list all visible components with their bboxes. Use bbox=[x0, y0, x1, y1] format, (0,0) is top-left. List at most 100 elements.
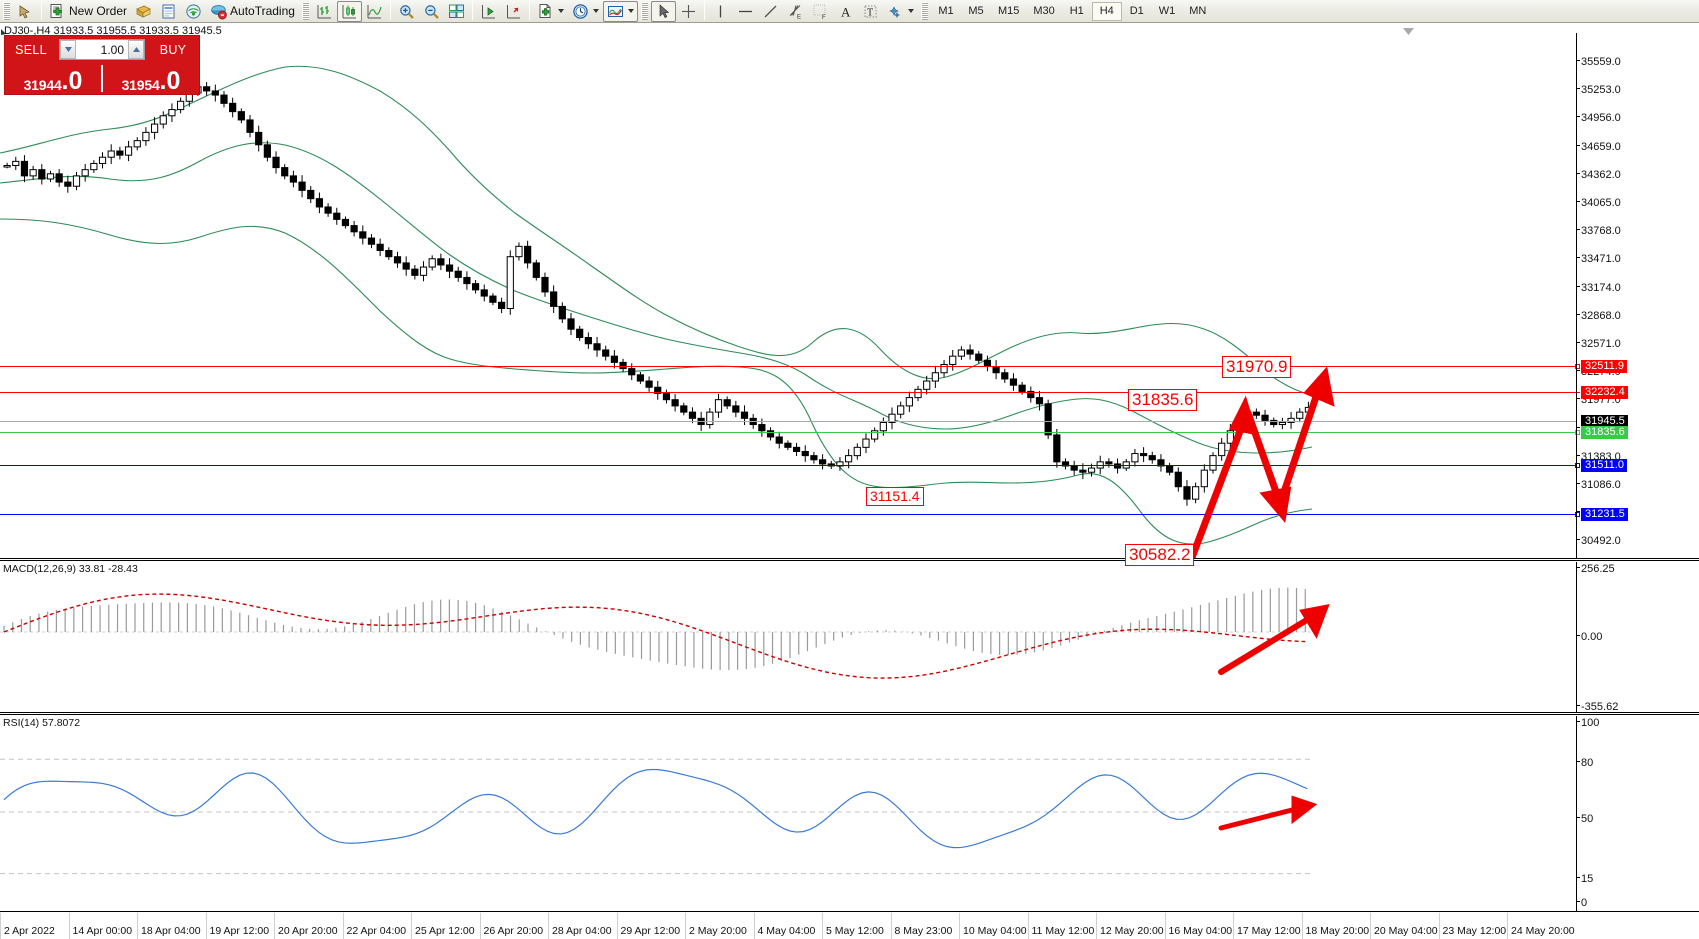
crosshair-tool-button[interactable] bbox=[676, 1, 701, 22]
horizontal-line-tool-button[interactable] bbox=[733, 1, 758, 22]
metaeditor-button[interactable] bbox=[131, 1, 156, 22]
toolbar-separator-2 bbox=[389, 2, 391, 20]
annotation-31970[interactable]: 31970.9 bbox=[1222, 356, 1292, 378]
sell-button[interactable]: SELL bbox=[15, 42, 47, 57]
volume-value[interactable]: 1.00 bbox=[100, 42, 124, 57]
price-tick: 31383.0 bbox=[1576, 451, 1699, 462]
crosshair-icon bbox=[681, 4, 695, 18]
time-tick: 4 May 04:00 bbox=[757, 925, 816, 937]
rsi-tick: 15 bbox=[1576, 874, 1593, 885]
time-gridline bbox=[548, 913, 549, 939]
toolbar-grip-3[interactable] bbox=[640, 2, 648, 20]
time-tick: 22 Apr 04:00 bbox=[346, 925, 407, 937]
text-label-tool-button[interactable]: T bbox=[858, 1, 883, 22]
arrows-tool-button[interactable] bbox=[883, 1, 918, 22]
price-plot[interactable] bbox=[0, 33, 1699, 558]
pane-separator-rsi[interactable] bbox=[0, 712, 1699, 715]
time-gridline bbox=[1164, 913, 1166, 939]
volume-input-group[interactable]: 1.00 bbox=[59, 39, 145, 60]
toolbar-grip-2[interactable] bbox=[301, 2, 309, 20]
pane-separator-macd[interactable] bbox=[0, 558, 1699, 561]
price-level-label-31835-6[interactable]: 31835.6 bbox=[1581, 426, 1628, 439]
candlestick-chart-button[interactable] bbox=[336, 0, 362, 22]
chevron-down-icon[interactable] bbox=[557, 9, 564, 13]
candlestick-series bbox=[3, 82, 1313, 506]
macd-plot[interactable] bbox=[0, 562, 1699, 712]
new-order-button[interactable]: New Order bbox=[45, 1, 131, 22]
timeframe-mn[interactable]: MN bbox=[1189, 5, 1207, 17]
period-separators-button[interactable] bbox=[568, 1, 603, 22]
timeframe-m30[interactable]: M30 bbox=[1033, 5, 1055, 17]
pointer-tool-button[interactable] bbox=[13, 1, 38, 22]
support-line-31835[interactable] bbox=[0, 430, 1580, 435]
rsi-pane[interactable]: RSI(14) 57.8072 100 80 50 15 0 bbox=[0, 716, 1699, 912]
chart-shift-button[interactable] bbox=[501, 1, 526, 22]
volume-increment-button[interactable] bbox=[128, 40, 144, 59]
timeframe-d1[interactable]: D1 bbox=[1129, 5, 1144, 17]
one-click-trading-panel[interactable]: SELL 1.00 BUY 31944.0 bbox=[4, 35, 200, 95]
bid-price[interactable]: 31944.0 bbox=[5, 63, 101, 94]
zoom-in-button[interactable] bbox=[394, 1, 419, 22]
terminal-button[interactable] bbox=[156, 1, 181, 22]
support-line-31231[interactable] bbox=[0, 512, 1580, 517]
text-tool-button[interactable]: A bbox=[833, 1, 858, 22]
timeframe-w1[interactable]: W1 bbox=[1158, 5, 1176, 17]
rsi-tick: 50 bbox=[1576, 814, 1593, 825]
collapse-caret-icon[interactable] bbox=[1402, 27, 1415, 36]
ask-price[interactable]: 31954.0 bbox=[103, 63, 199, 94]
time-axis[interactable]: 2 Apr 2022 14 Apr 00:00 18 Apr 04:00 19 Apr… bbox=[0, 913, 1699, 939]
current-price-line[interactable] bbox=[0, 421, 1576, 422]
price-tick: 34659.0 bbox=[1576, 141, 1699, 152]
chevron-down-icon-4[interactable] bbox=[907, 9, 914, 13]
timeframe-h4[interactable]: H4 bbox=[1091, 1, 1122, 21]
signals-button[interactable] bbox=[181, 1, 206, 22]
trendline-tool-button[interactable] bbox=[758, 1, 783, 22]
zoom-out-button[interactable] bbox=[419, 1, 444, 22]
auto-scroll-button[interactable] bbox=[476, 1, 501, 22]
cursor-tool-button[interactable] bbox=[650, 0, 676, 22]
price-level-label-32232-4[interactable]: 32232.4 bbox=[1581, 386, 1628, 399]
timeframe-m5[interactable]: M5 bbox=[968, 5, 984, 17]
time-tick: 23 May 12:00 bbox=[1442, 925, 1507, 937]
fibonacci-tool-button[interactable]: E bbox=[783, 1, 808, 22]
price-level-label-31231-5[interactable]: 31231.5 bbox=[1581, 508, 1628, 521]
time-tick: 18 May 20:00 bbox=[1305, 925, 1370, 937]
chevron-down-icon-3[interactable] bbox=[627, 9, 634, 13]
main-toolbar: New Order bbox=[0, 0, 1699, 23]
time-gridline bbox=[479, 913, 481, 939]
price-pane[interactable]: 35559.0 35253.0 34956.0 34659.0 34362.0 34065… bbox=[0, 33, 1699, 558]
timeframe-h1[interactable]: H1 bbox=[1069, 5, 1084, 17]
cursor-icon bbox=[659, 3, 670, 18]
chevron-down-icon-2[interactable] bbox=[592, 9, 599, 13]
autotrading-button[interactable]: AutoTrading bbox=[206, 1, 299, 22]
time-gridline bbox=[342, 913, 344, 939]
annotation-31835[interactable]: 31835.6 bbox=[1128, 389, 1198, 411]
price-level-label-31511-0[interactable]: 31511.0 bbox=[1581, 459, 1627, 472]
line-chart-button[interactable] bbox=[362, 1, 387, 22]
vertical-line-tool-button[interactable] bbox=[708, 1, 733, 22]
chevron-up-icon-volume bbox=[132, 47, 140, 52]
buy-button[interactable]: BUY bbox=[159, 42, 187, 57]
resistance-line-32511[interactable] bbox=[0, 364, 1580, 369]
timeframe-m15[interactable]: M15 bbox=[997, 5, 1020, 17]
time-tick: 24 May 20:00 bbox=[1511, 925, 1575, 937]
timeframe-m1[interactable]: M1 bbox=[938, 5, 954, 17]
annotation-30582[interactable]: 30582.2 bbox=[1125, 544, 1195, 566]
time-gridline bbox=[1233, 913, 1234, 939]
toolbar-grip-4[interactable] bbox=[920, 2, 928, 20]
channel-tool-button[interactable]: F bbox=[808, 1, 833, 22]
support-line-31511[interactable] bbox=[0, 463, 1580, 468]
indicators-button[interactable] bbox=[602, 0, 638, 22]
toolbar-grip[interactable] bbox=[3, 2, 10, 20]
volume-decrement-button[interactable] bbox=[60, 40, 76, 59]
tile-windows-button[interactable] bbox=[444, 1, 469, 22]
rsi-tick: 100 bbox=[1576, 718, 1599, 729]
price-level-label-31945-5[interactable]: 31945.5 bbox=[1581, 415, 1628, 428]
price-level-label-32511-9[interactable]: 32511.9 bbox=[1581, 360, 1627, 373]
resistance-line-32232[interactable] bbox=[0, 392, 1580, 393]
macd-pane[interactable]: MACD(12,26,9) 33.81 -28.43 256.25 0.00 -35… bbox=[0, 562, 1699, 713]
annotation-31151[interactable]: 31151.4 bbox=[866, 487, 924, 506]
templates-button[interactable] bbox=[533, 1, 568, 22]
bar-chart-button[interactable] bbox=[312, 1, 337, 22]
rsi-plot[interactable] bbox=[0, 716, 1699, 911]
